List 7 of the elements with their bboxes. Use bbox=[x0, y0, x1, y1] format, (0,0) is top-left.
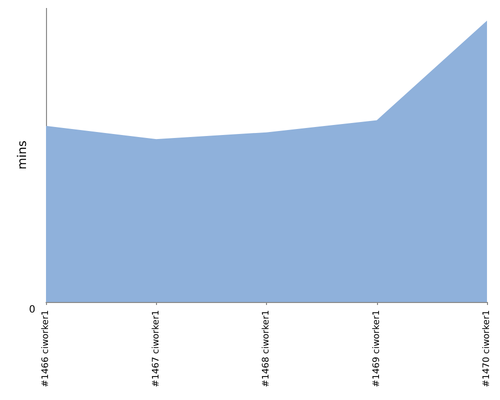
x-tick-label: #1469 ciworker1 bbox=[372, 310, 382, 388]
x-tick-label: #1468 ciworker1 bbox=[262, 310, 272, 388]
x-tick-label: #1466 ciworker1 bbox=[41, 310, 51, 388]
y-axis-title: mins bbox=[15, 140, 29, 170]
x-tick-label: #1467 ciworker1 bbox=[151, 310, 162, 388]
x-tick-label: #1470 ciworker1 bbox=[482, 310, 492, 388]
text: 0 bbox=[29, 304, 36, 316]
